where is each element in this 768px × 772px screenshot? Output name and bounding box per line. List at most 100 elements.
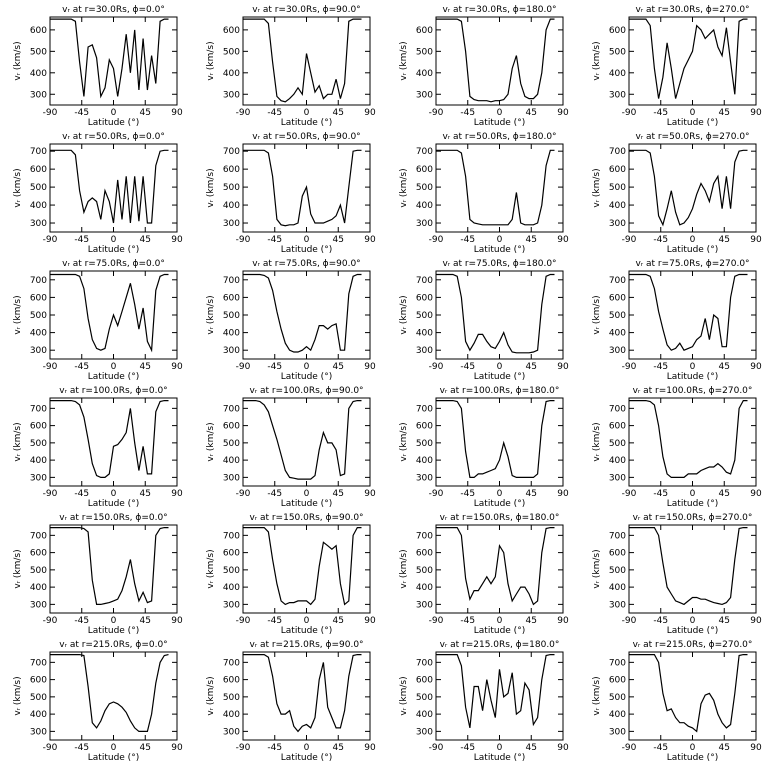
y-tick-label: 500 <box>30 183 47 193</box>
y-tick-label: 400 <box>416 456 433 466</box>
x-axis-label: Latitude (°) <box>474 372 525 382</box>
y-tick-label: 300 <box>223 727 240 737</box>
y-axis-label: vᵣ (km/s) <box>592 41 602 80</box>
panel-title: vᵣ at r=150.0Rs, ϕ=0.0° <box>59 513 167 523</box>
curve <box>629 18 748 99</box>
panel: vᵣ at r=215.0Rs, ϕ=270.0° -90 -45 0 45 90 300 4… <box>592 640 762 763</box>
x-axis-label: Latitude (°) <box>474 626 525 636</box>
y-tick-label: 400 <box>223 456 240 466</box>
y-tick-label: 700 <box>416 658 433 668</box>
x-tick-label: 0 <box>304 108 310 118</box>
y-tick-label: 700 <box>609 404 626 414</box>
x-tick-label: 90 <box>364 743 376 753</box>
x-tick-label: -90 <box>43 743 58 753</box>
x-tick-label: 45 <box>140 743 151 753</box>
y-tick-label: 700 <box>416 276 433 286</box>
y-tick-label: 700 <box>416 531 433 541</box>
x-tick-label: -90 <box>622 362 637 372</box>
y-tick-label: 300 <box>609 727 626 737</box>
y-tick-label: 700 <box>223 531 240 541</box>
y-tick-label: 700 <box>30 276 47 286</box>
y-tick-label: 600 <box>609 293 626 303</box>
x-tick-label: 45 <box>526 362 537 372</box>
y-tick-label: 600 <box>30 26 47 36</box>
y-tick-label: 500 <box>416 311 433 321</box>
y-axis-label: vᵣ (km/s) <box>206 168 216 207</box>
panel-title: vᵣ at r=30.0Rs, ϕ=90.0° <box>252 5 360 15</box>
x-axis-label: Latitude (°) <box>88 499 139 509</box>
x-tick-label: -45 <box>460 743 475 753</box>
x-tick-label: 90 <box>171 489 183 499</box>
x-tick-label: -45 <box>653 108 668 118</box>
y-axis-label: vᵣ (km/s) <box>399 549 409 588</box>
x-tick-label: -45 <box>653 362 668 372</box>
x-tick-label: 90 <box>171 362 183 372</box>
curve <box>629 654 748 733</box>
y-tick-label: 500 <box>223 311 240 321</box>
x-tick-label: 90 <box>557 616 569 626</box>
y-tick-label: 400 <box>30 583 47 593</box>
y-tick-label: 500 <box>609 566 626 576</box>
y-tick-label: 400 <box>609 329 626 339</box>
x-tick-label: 45 <box>333 235 344 245</box>
panel: vᵣ at r=150.0Rs, ϕ=180.0° -90 -45 0 45 90 300 4… <box>399 513 569 636</box>
y-tick-label: 600 <box>223 676 240 686</box>
y-axis-label: vᵣ (km/s) <box>206 422 216 461</box>
y-tick-label: 500 <box>416 439 433 449</box>
x-axis-label: Latitude (°) <box>88 753 139 763</box>
curve <box>243 654 362 733</box>
y-tick-label: 500 <box>223 47 240 57</box>
y-tick-label: 300 <box>30 346 47 356</box>
x-tick-label: -90 <box>429 489 444 499</box>
x-tick-label: -90 <box>236 616 251 626</box>
x-axis-label: Latitude (°) <box>281 499 332 509</box>
panel-title: vᵣ at r=150.0Rs, ϕ=90.0° <box>249 513 363 523</box>
y-tick-label: 300 <box>416 473 433 483</box>
y-tick-label: 700 <box>223 276 240 286</box>
x-tick-label: 45 <box>719 235 730 245</box>
x-tick-label: 0 <box>304 489 310 499</box>
x-tick-label: 90 <box>557 489 569 499</box>
x-tick-label: -45 <box>460 616 475 626</box>
y-axis-label: vᵣ (km/s) <box>206 676 216 715</box>
x-tick-label: 45 <box>140 235 151 245</box>
x-axis-label: Latitude (°) <box>88 626 139 636</box>
x-tick-label: -90 <box>622 616 637 626</box>
x-tick-label: 0 <box>690 743 696 753</box>
x-tick-label: -90 <box>236 743 251 753</box>
y-axis-label: vᵣ (km/s) <box>399 168 409 207</box>
x-axis-label: Latitude (°) <box>474 118 525 128</box>
y-tick-label: 300 <box>416 219 433 229</box>
panel: vᵣ at r=150.0Rs, ϕ=270.0° -90 -45 0 45 90 300 4… <box>592 513 762 636</box>
panel: vᵣ at r=100.0Rs, ϕ=270.0° -90 -45 0 45 90 300 4… <box>592 386 762 509</box>
panel: vᵣ at r=30.0Rs, ϕ=270.0° -90 -45 0 45 90 300 40… <box>592 5 762 128</box>
panel-title: vᵣ at r=75.0Rs, ϕ=90.0° <box>252 259 360 269</box>
panel-title: vᵣ at r=50.0Rs, ϕ=0.0° <box>62 132 165 142</box>
y-tick-label: 600 <box>416 293 433 303</box>
y-tick-label: 300 <box>416 600 433 610</box>
y-tick-label: 300 <box>416 346 433 356</box>
curve <box>436 527 555 606</box>
x-axis-label: Latitude (°) <box>667 372 718 382</box>
y-axis-label: vᵣ (km/s) <box>592 168 602 207</box>
y-tick-label: 400 <box>223 329 240 339</box>
curve <box>629 273 748 351</box>
curve <box>629 149 748 227</box>
x-tick-label: 45 <box>333 489 344 499</box>
y-tick-label: 500 <box>223 693 240 703</box>
y-axis-label: vᵣ (km/s) <box>592 549 602 588</box>
y-tick-label: 400 <box>223 201 240 211</box>
y-axis-label: vᵣ (km/s) <box>13 549 23 588</box>
y-tick-label: 400 <box>30 69 47 79</box>
y-tick-label: 500 <box>223 566 240 576</box>
y-tick-label: 300 <box>30 473 47 483</box>
x-tick-label: -45 <box>653 489 668 499</box>
panel: vᵣ at r=30.0Rs, ϕ=180.0° -90 -45 0 45 90 300 40… <box>399 5 569 128</box>
y-tick-label: 600 <box>223 165 240 175</box>
panel-title: vᵣ at r=75.0Rs, ϕ=270.0° <box>635 259 749 269</box>
y-tick-label: 700 <box>30 404 47 414</box>
y-tick-label: 700 <box>416 147 433 157</box>
x-tick-label: -45 <box>267 108 282 118</box>
